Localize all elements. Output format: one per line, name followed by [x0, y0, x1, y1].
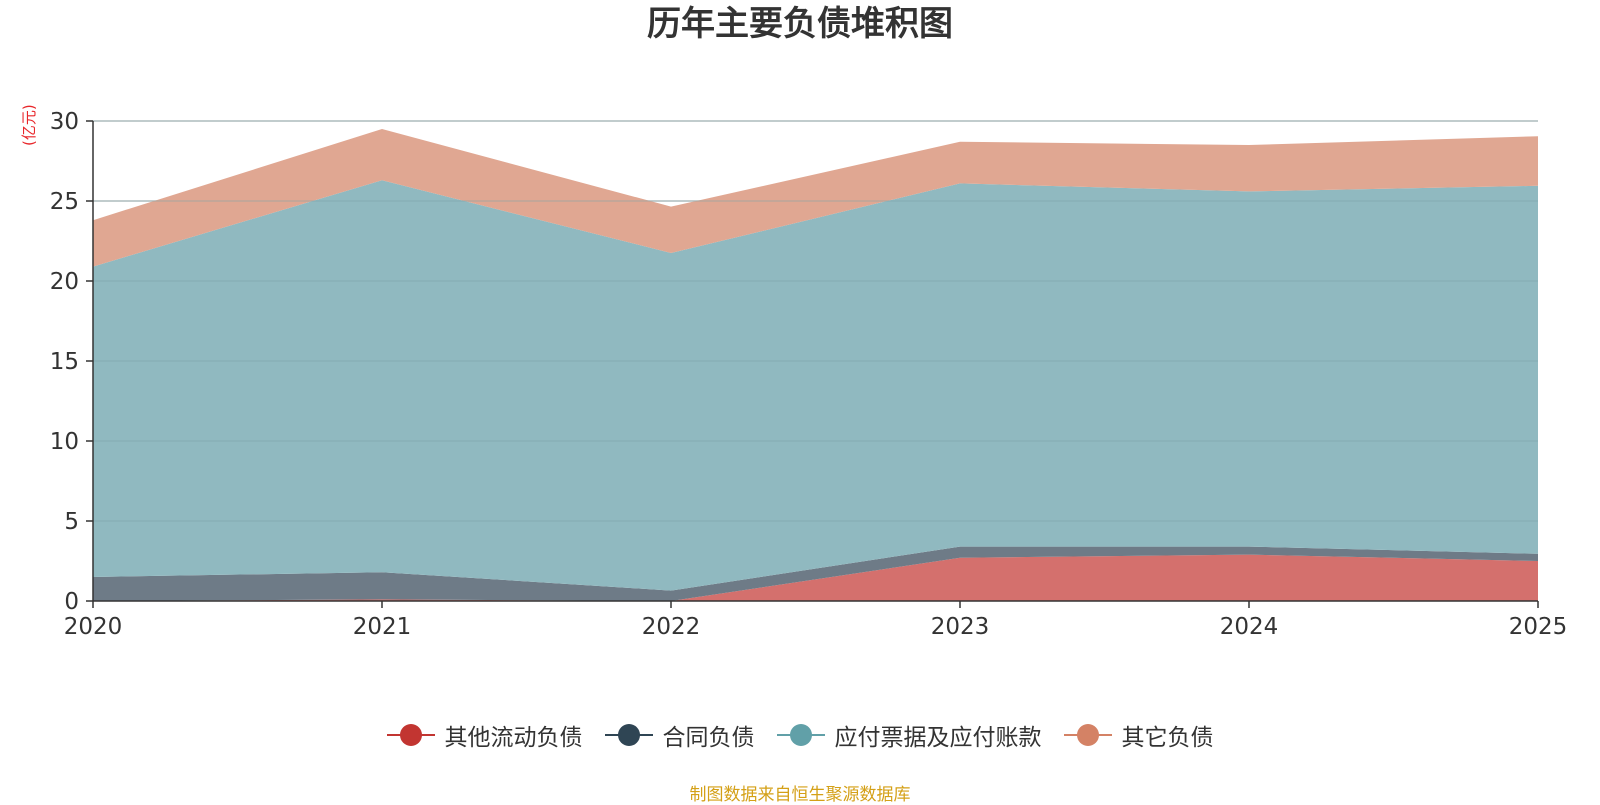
y-tick-label-30: 30 — [50, 109, 79, 135]
y-tick-label-10: 10 — [50, 429, 79, 455]
legend-item-3[interactable]: 其它负债 — [1063, 718, 1214, 752]
chart-title: 历年主要负债堆积图 — [647, 4, 953, 44]
area-series-0 — [93, 554, 1538, 601]
y-tick-label-20: 20 — [50, 269, 79, 295]
x-tick-label-2020: 2020 — [64, 614, 123, 640]
x-tick-label-2021: 2021 — [353, 614, 412, 640]
x-tick-label-2025: 2025 — [1509, 614, 1568, 640]
legend-marker-icon — [1063, 722, 1112, 748]
legend-marker-icon — [604, 722, 653, 748]
source-note: 制图数据来自恒生聚源数据库 — [689, 785, 911, 805]
legend-label: 其它负债 — [1121, 725, 1214, 751]
x-tick-label-2022: 2022 — [642, 614, 701, 640]
area-series-3 — [93, 129, 1538, 267]
y-tick-label-25: 25 — [50, 189, 79, 215]
y-tick-label-0: 0 — [64, 589, 79, 615]
legend-marker-icon — [776, 722, 825, 748]
chart-legend: 其他流动负债 合同负债 应付票据及应付账款 其它负债 — [0, 718, 1600, 752]
area-layer — [93, 120, 1538, 601]
x-tick-label-2024: 2024 — [1220, 614, 1279, 640]
area-series-2 — [93, 180, 1538, 591]
x-tick-label-2023: 2023 — [931, 614, 990, 640]
legend-label: 应付票据及应付账款 — [834, 725, 1042, 751]
area-series-1 — [93, 546, 1538, 601]
legend-item-1[interactable]: 合同负债 — [604, 718, 755, 752]
y-tick-label-5: 5 — [64, 509, 79, 535]
legend-label: 合同负债 — [662, 725, 755, 751]
legend-item-0[interactable]: 其他流动负债 — [386, 718, 583, 752]
legend-marker-icon — [386, 722, 435, 748]
legend-item-2[interactable]: 应付票据及应付账款 — [776, 718, 1042, 752]
y-tick-label-15: 15 — [50, 349, 79, 375]
legend-label: 其他流动负债 — [444, 725, 583, 751]
